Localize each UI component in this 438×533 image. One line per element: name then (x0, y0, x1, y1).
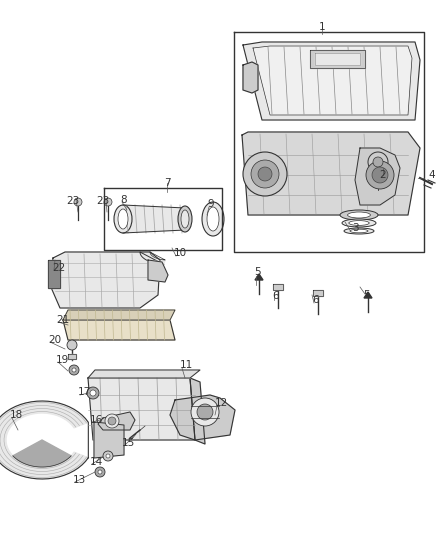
Polygon shape (94, 422, 124, 458)
Text: 2: 2 (380, 170, 386, 180)
Circle shape (72, 368, 76, 372)
Ellipse shape (118, 209, 128, 229)
Text: 11: 11 (180, 360, 193, 370)
Text: 13: 13 (73, 475, 86, 485)
Text: 8: 8 (120, 195, 127, 205)
Polygon shape (63, 320, 175, 340)
Circle shape (368, 152, 388, 172)
Circle shape (373, 157, 383, 167)
Text: 9: 9 (207, 199, 214, 209)
Circle shape (98, 470, 102, 474)
Circle shape (372, 167, 388, 183)
Text: 3: 3 (352, 223, 359, 233)
Circle shape (74, 198, 82, 206)
Text: 14: 14 (90, 457, 103, 467)
Ellipse shape (340, 210, 378, 220)
Text: 12: 12 (215, 398, 228, 408)
Ellipse shape (350, 229, 368, 233)
Polygon shape (68, 354, 76, 359)
Polygon shape (243, 42, 420, 120)
Circle shape (103, 451, 113, 461)
Polygon shape (255, 274, 263, 280)
Polygon shape (123, 205, 185, 233)
Polygon shape (48, 260, 60, 288)
Circle shape (106, 454, 110, 458)
Text: 21: 21 (56, 315, 69, 325)
Text: 22: 22 (52, 263, 65, 273)
Polygon shape (273, 284, 283, 290)
Text: 15: 15 (122, 438, 135, 448)
Polygon shape (364, 292, 372, 298)
Polygon shape (243, 62, 258, 93)
Ellipse shape (114, 205, 132, 233)
Polygon shape (355, 148, 400, 205)
Ellipse shape (202, 202, 224, 236)
Circle shape (197, 404, 213, 420)
Circle shape (258, 167, 272, 181)
Circle shape (90, 390, 96, 396)
Circle shape (243, 152, 287, 196)
Circle shape (69, 365, 79, 375)
Circle shape (95, 467, 105, 477)
Polygon shape (88, 378, 195, 440)
Circle shape (108, 417, 116, 425)
Polygon shape (313, 290, 323, 296)
Ellipse shape (348, 212, 371, 218)
Text: 1: 1 (319, 22, 325, 32)
Text: 5: 5 (363, 290, 370, 300)
Ellipse shape (349, 221, 369, 225)
Text: 6: 6 (272, 291, 279, 301)
Circle shape (104, 198, 112, 206)
Text: 23: 23 (96, 196, 110, 206)
Circle shape (191, 398, 219, 426)
Ellipse shape (342, 219, 376, 227)
Polygon shape (310, 50, 365, 68)
Text: 17: 17 (78, 387, 91, 397)
Text: 10: 10 (174, 248, 187, 258)
Text: 19: 19 (56, 355, 69, 365)
Polygon shape (140, 252, 165, 264)
Polygon shape (315, 53, 360, 65)
Polygon shape (0, 401, 88, 479)
Text: 18: 18 (10, 410, 23, 420)
Text: 5: 5 (254, 267, 261, 277)
Text: 16: 16 (90, 415, 103, 425)
Polygon shape (50, 252, 160, 308)
Polygon shape (98, 412, 135, 430)
Circle shape (366, 161, 394, 189)
Polygon shape (63, 310, 175, 320)
Text: 6: 6 (312, 295, 318, 305)
Text: 4: 4 (428, 170, 434, 180)
Ellipse shape (181, 210, 189, 228)
Text: 7: 7 (164, 178, 170, 188)
Text: 20: 20 (48, 335, 61, 345)
Circle shape (251, 160, 279, 188)
Polygon shape (170, 395, 235, 440)
Polygon shape (148, 260, 168, 282)
Polygon shape (242, 132, 420, 215)
Circle shape (105, 414, 119, 428)
Polygon shape (190, 378, 205, 444)
Ellipse shape (207, 207, 219, 231)
Polygon shape (13, 440, 71, 467)
Polygon shape (88, 370, 200, 378)
Ellipse shape (344, 228, 374, 234)
Circle shape (67, 340, 77, 350)
Text: 23: 23 (67, 196, 80, 206)
Polygon shape (253, 46, 412, 115)
Circle shape (87, 387, 99, 399)
Ellipse shape (178, 206, 192, 232)
